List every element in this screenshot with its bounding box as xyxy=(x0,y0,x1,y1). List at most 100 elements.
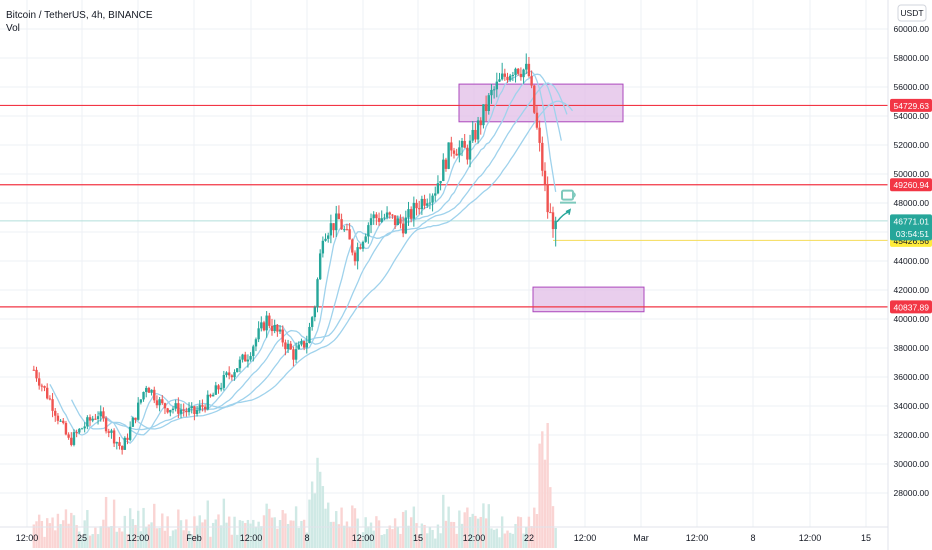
candle-body[interactable] xyxy=(137,402,140,420)
candle-body[interactable] xyxy=(423,198,426,206)
candle-body[interactable] xyxy=(56,415,60,421)
candle-body[interactable] xyxy=(104,418,108,432)
candle-body[interactable] xyxy=(206,394,209,410)
candle-body[interactable] xyxy=(225,372,228,376)
candle-body[interactable] xyxy=(281,329,284,343)
candle-body[interactable] xyxy=(72,432,76,445)
candle-body[interactable] xyxy=(479,120,482,126)
candle-body[interactable] xyxy=(289,343,292,350)
candle-body[interactable] xyxy=(412,202,416,219)
candle-body[interactable] xyxy=(147,387,151,393)
candle-body[interactable] xyxy=(340,219,343,230)
candle-body[interactable] xyxy=(514,68,517,75)
candle-body[interactable] xyxy=(166,408,169,413)
candle-body[interactable] xyxy=(337,213,341,220)
candle-body[interactable] xyxy=(222,375,226,388)
candle-body[interactable] xyxy=(270,325,274,332)
candle-body[interactable] xyxy=(439,181,442,184)
candle-body[interactable] xyxy=(294,349,298,360)
candle-body[interactable] xyxy=(32,369,36,371)
candle-body[interactable] xyxy=(262,322,266,331)
candle-body[interactable] xyxy=(115,442,118,444)
candle-body[interactable] xyxy=(244,354,247,362)
candle-body[interactable] xyxy=(179,409,183,414)
candle-body[interactable] xyxy=(260,322,263,329)
candle-body[interactable] xyxy=(492,89,496,91)
candle-body[interactable] xyxy=(110,430,113,433)
candle-body[interactable] xyxy=(495,81,499,90)
candle-body[interactable] xyxy=(59,420,62,422)
level-price-tag[interactable] xyxy=(890,300,932,314)
candle-body[interactable] xyxy=(219,387,223,390)
candle-body[interactable] xyxy=(549,212,552,214)
candle-body[interactable] xyxy=(538,127,541,143)
candle-body[interactable] xyxy=(380,218,383,222)
candle-body[interactable] xyxy=(211,394,215,397)
candle-body[interactable] xyxy=(131,417,135,427)
candle-body[interactable] xyxy=(78,428,81,433)
candle-body[interactable] xyxy=(508,75,512,81)
candle-body[interactable] xyxy=(198,405,201,411)
volume-label[interactable]: Vol xyxy=(6,23,20,34)
candle-body[interactable] xyxy=(134,417,137,420)
candle-body[interactable] xyxy=(80,428,84,430)
candle-body[interactable] xyxy=(399,218,402,224)
candle-body[interactable] xyxy=(54,410,57,416)
candle-body[interactable] xyxy=(201,405,204,407)
candle-body[interactable] xyxy=(86,417,89,427)
candle-body[interactable] xyxy=(40,385,44,387)
candle-body[interactable] xyxy=(310,317,314,327)
candle-body[interactable] xyxy=(102,411,105,419)
candle-body[interactable] xyxy=(174,403,177,409)
candle-body[interactable] xyxy=(246,359,250,362)
candle-body[interactable] xyxy=(519,73,523,78)
candle-body[interactable] xyxy=(254,339,258,347)
candle-body[interactable] xyxy=(37,378,41,386)
candle-body[interactable] xyxy=(484,104,488,112)
candle-body[interactable] xyxy=(171,408,175,410)
candle-body[interactable] xyxy=(286,343,290,350)
candle-body[interactable] xyxy=(444,159,448,169)
candle-body[interactable] xyxy=(292,349,295,360)
candle-body[interactable] xyxy=(83,426,86,429)
candle-body[interactable] xyxy=(522,69,525,78)
candle-body[interactable] xyxy=(300,341,303,345)
candle-body[interactable] xyxy=(385,212,389,218)
candle-body[interactable] xyxy=(498,79,501,82)
candle-body[interactable] xyxy=(463,140,466,148)
candle-body[interactable] xyxy=(450,142,453,151)
candle-body[interactable] xyxy=(145,387,148,392)
candle-body[interactable] xyxy=(64,422,68,435)
candle-body[interactable] xyxy=(241,354,244,360)
candle-body[interactable] xyxy=(407,209,410,218)
candle-body[interactable] xyxy=(324,238,327,241)
candle-body[interactable] xyxy=(458,147,461,156)
candle-body[interactable] xyxy=(335,213,338,231)
level-price-tag[interactable] xyxy=(890,98,932,112)
candle-body[interactable] xyxy=(233,372,236,378)
candle-body[interactable] xyxy=(372,214,375,219)
candle-body[interactable] xyxy=(396,218,399,225)
candle-body[interactable] xyxy=(128,426,132,440)
candle-body[interactable] xyxy=(305,343,308,348)
candle-body[interactable] xyxy=(500,73,504,80)
candle-body[interactable] xyxy=(96,416,100,420)
candle-body[interactable] xyxy=(327,235,330,239)
candle-body[interactable] xyxy=(249,356,252,360)
candle-body[interactable] xyxy=(195,410,199,415)
candle-body[interactable] xyxy=(533,85,536,113)
candle-body[interactable] xyxy=(511,74,515,76)
candle-body[interactable] xyxy=(554,220,557,230)
candle-body[interactable] xyxy=(530,76,533,86)
candle-body[interactable] xyxy=(308,326,311,344)
candle-body[interactable] xyxy=(257,328,260,340)
candle-body[interactable] xyxy=(153,389,156,401)
candle-body[interactable] xyxy=(332,223,335,231)
candle-body[interactable] xyxy=(185,410,188,413)
candle-body[interactable] xyxy=(474,129,477,140)
candle-body[interactable] xyxy=(118,442,121,446)
candle-body[interactable] xyxy=(230,375,234,378)
candle-body[interactable] xyxy=(139,399,143,403)
candle-body[interactable] xyxy=(375,214,378,219)
candle-body[interactable] xyxy=(318,253,322,280)
